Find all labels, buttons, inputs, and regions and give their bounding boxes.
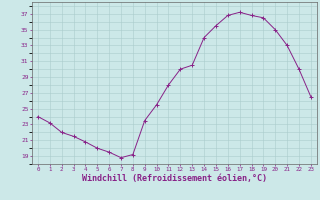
X-axis label: Windchill (Refroidissement éolien,°C): Windchill (Refroidissement éolien,°C) [82,174,267,183]
